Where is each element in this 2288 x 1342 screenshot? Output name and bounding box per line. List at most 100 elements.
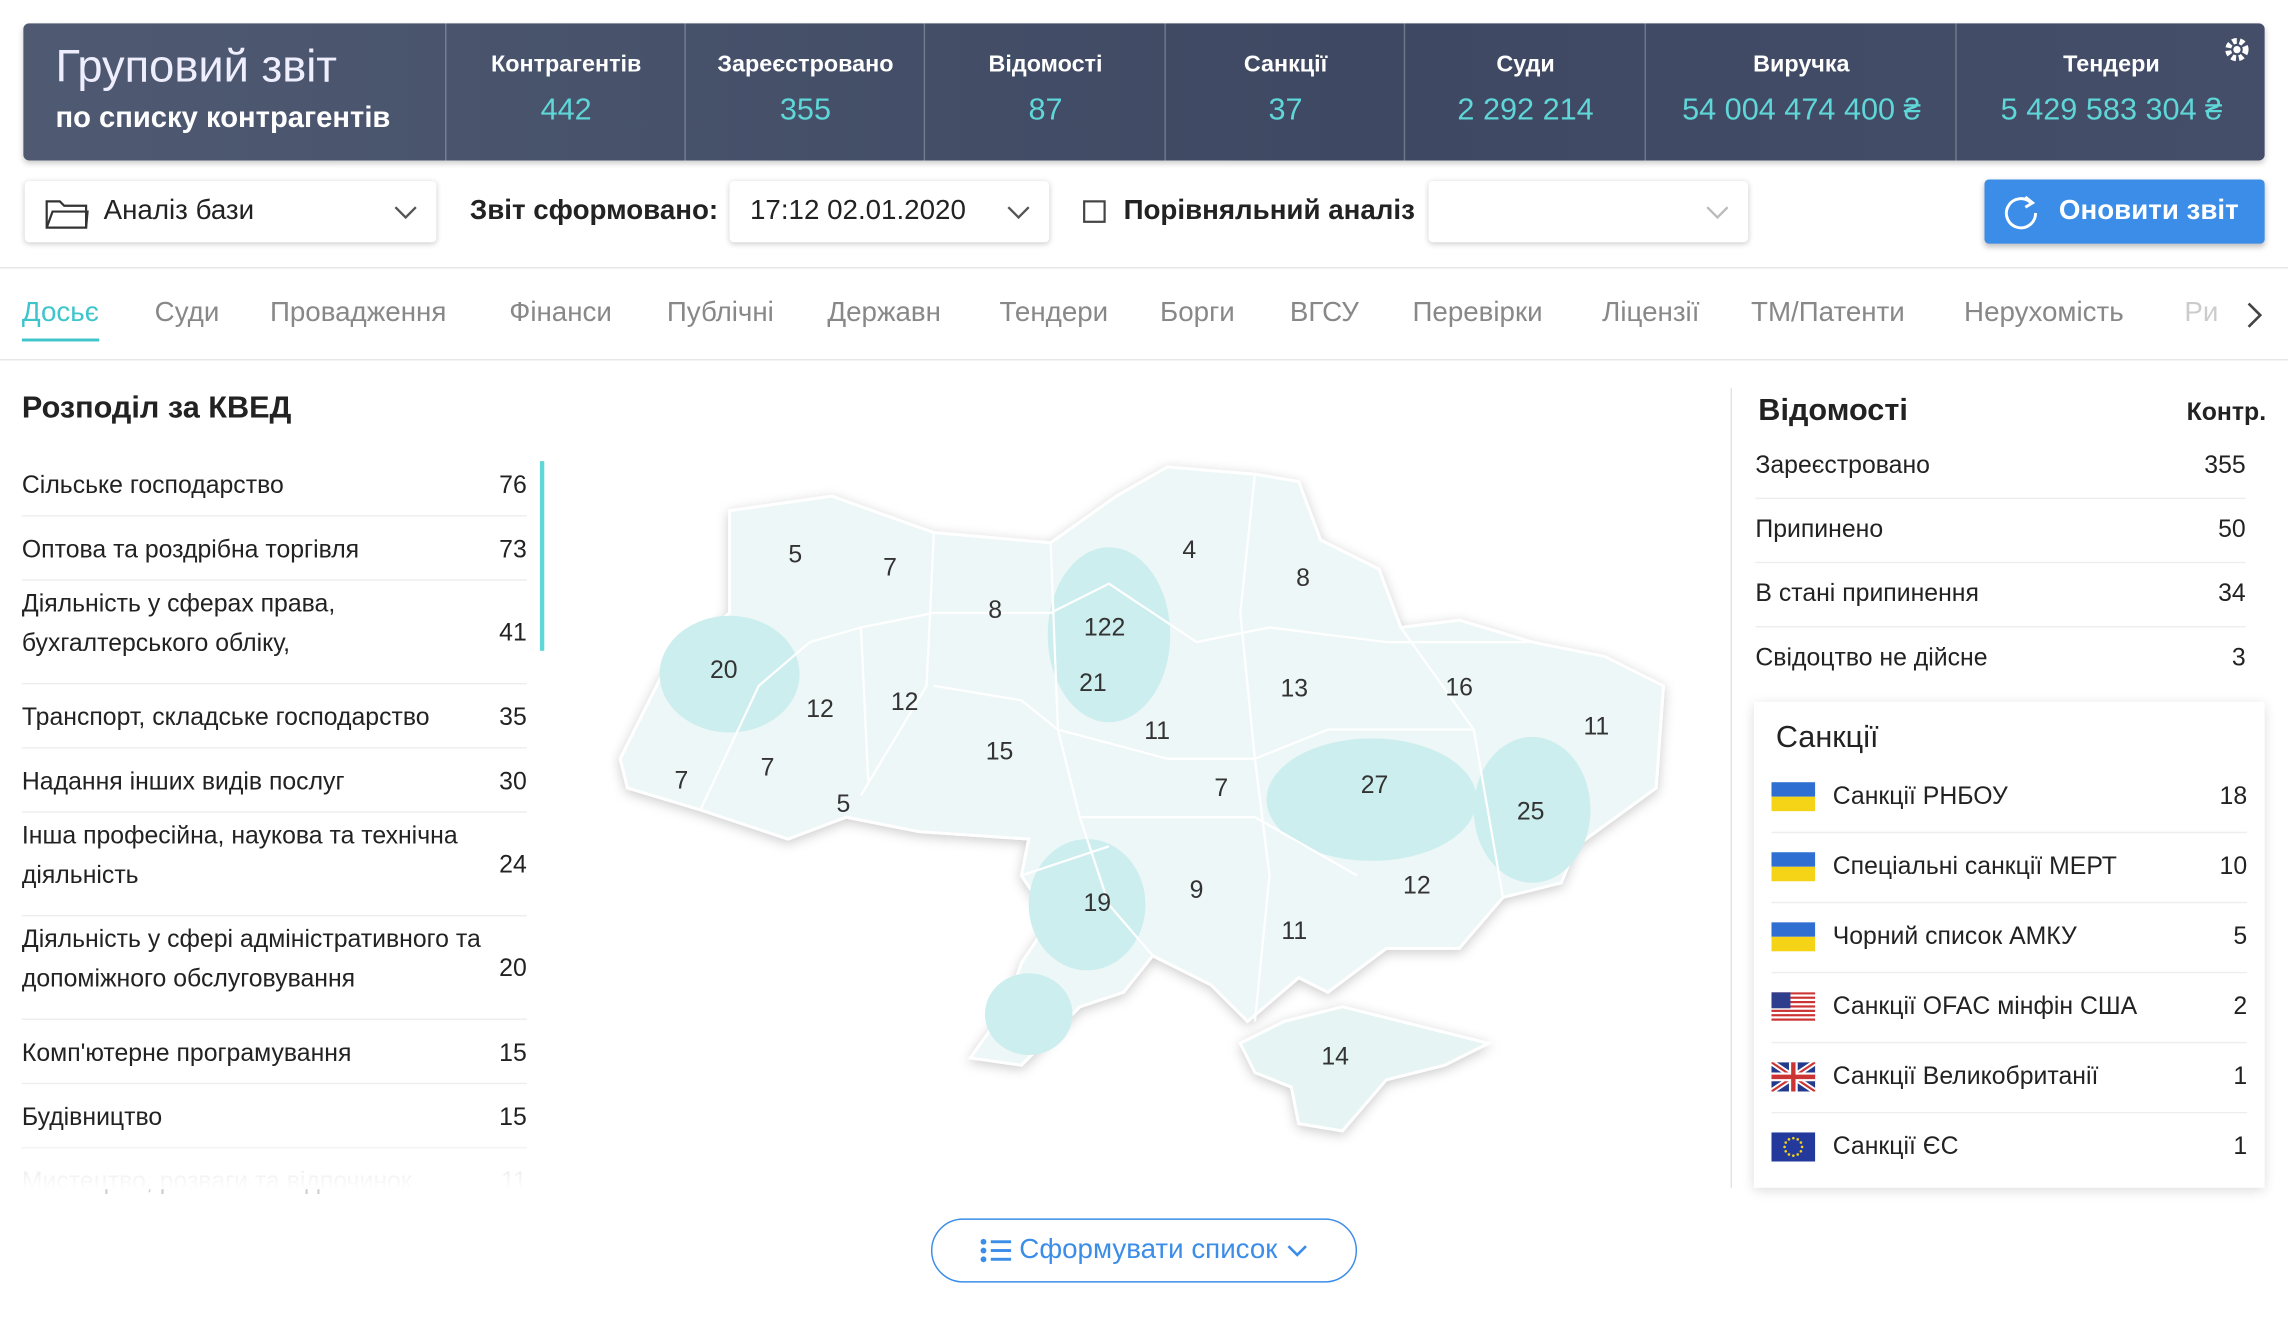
list-button[interactable]: Сформувати список (930, 1218, 1358, 1283)
region-highlight (659, 615, 800, 733)
stat-value: 37 (1268, 93, 1303, 127)
stat-value: 54 004 474 400 ₴ (1682, 93, 1921, 127)
vidomosti-row: В стані припинення 34 (1755, 562, 2246, 628)
sanction-value: 18 (2219, 782, 2248, 810)
sanction-value: 1 (2233, 1062, 2248, 1091)
region-value: 5 (788, 541, 802, 568)
kved-value: 76 (499, 470, 527, 499)
region-value: 27 (1361, 772, 1389, 799)
list-label: Сформувати список (1019, 1234, 1278, 1266)
row-label: Свідоцтво не дійсне (1755, 643, 1988, 672)
tab[interactable]: Провадження (269, 297, 447, 329)
stat-value: 87 (1028, 93, 1063, 127)
flag (1771, 782, 1816, 812)
kved-row: Інша професійна, наукова та технічна дія… (21, 813, 527, 917)
tab[interactable]: Державн (827, 297, 941, 329)
region-highlight (1047, 547, 1171, 723)
tab[interactable]: Публічні (666, 297, 774, 329)
region-value: 11 (1144, 718, 1170, 745)
tab[interactable]: Борги (1160, 297, 1235, 329)
kved-label: Сільське господарство (21, 471, 284, 500)
region-highlight (984, 973, 1073, 1055)
sanction-row: Санкції РНБОУ 18 (1771, 762, 2248, 834)
tab[interactable]: Перевірки (1412, 297, 1543, 329)
tab[interactable]: Ліцензії (1602, 297, 1700, 329)
fade (0, 1130, 555, 1190)
sanction-row: Чорний список АМКУ 5 (1771, 902, 2248, 974)
right-panel: Відомості Контр. Зареєстровано 355 Припине… (1730, 388, 2266, 1188)
region-value: 13 (1280, 676, 1308, 703)
sanction-label: Санкції РНБОУ (1832, 782, 2008, 810)
title: Груповий звіт (55, 40, 338, 92)
tab[interactable]: ТМ/Патенти (1751, 297, 1905, 329)
sanction-row: Спеціальні санкції МЕРТ 10 (1771, 832, 2248, 904)
kved-label: Будівництво (21, 1103, 163, 1131)
tab[interactable]: Тендери (999, 297, 1109, 329)
kved-value: 41 (499, 618, 527, 647)
flag (1771, 1132, 1816, 1162)
kved-row: Оптова та роздрібна торгівля 73 (21, 517, 527, 581)
sanction-label: Санкції ЄС (1832, 1132, 1959, 1161)
tab[interactable]: Досьє (21, 298, 99, 342)
kved-label: Інша професійна, наукова та технічна дія… (21, 821, 458, 889)
region-value: 11 (1281, 918, 1307, 945)
region-value: 16 (1445, 674, 1473, 701)
settings-icon[interactable] (2224, 36, 2250, 62)
tab[interactable]: Ри (2184, 297, 2219, 329)
sanction-value: 2 (2233, 992, 2248, 1020)
stat: Тендери 5 429 583 304 ₴ (1955, 23, 2266, 161)
sanctions-title: Санкції (1775, 720, 1879, 755)
sanction-row: Санкції ЄС 1 (1771, 1112, 2247, 1182)
stat-label: Тендери (2063, 52, 2160, 78)
chevron (1007, 206, 1030, 220)
crimea-outline (1238, 1005, 1493, 1133)
sanction-label: Чорний список АМКУ (1832, 922, 2077, 950)
stat-label: Виручка (1753, 52, 1850, 78)
refresh-icon (2004, 195, 2038, 230)
folder-icon (45, 200, 89, 229)
stat-value: 355 (779, 93, 832, 127)
row-label: Припинено (1755, 515, 1884, 543)
sanction-row: Санкції OFAC мінфін США 2 (1771, 972, 2248, 1044)
tabs-next[interactable] (2244, 301, 2264, 330)
region-highlight (1028, 839, 1146, 971)
tab[interactable]: Суди (154, 297, 220, 329)
kved-row: Діяльність у сфері адміністративного та … (21, 916, 527, 1020)
row-label: Зареєстровано (1755, 450, 1930, 479)
stat-label: Суди (1496, 52, 1555, 78)
kved-row: Надання інших видів послуг 30 (21, 749, 527, 813)
region-value: 9 (1190, 877, 1204, 904)
refresh-button[interactable]: Оновити звіт (1984, 179, 2265, 244)
compare-label: Порівняльний аналіз (1123, 195, 1415, 227)
region-value: 12 (806, 696, 834, 723)
scrollbar (539, 461, 545, 651)
region-value: 7 (761, 755, 775, 782)
base-label: Аналіз бази (103, 195, 255, 227)
stat-value: 5 429 583 304 ₴ (2000, 93, 2223, 127)
kved-label: Транспорт, складське господарство (21, 703, 430, 732)
sanction-value: 5 (2233, 922, 2248, 950)
region-value: 8 (988, 597, 1002, 624)
kved-row: Діяльність у сферах права, бухгалтерсько… (21, 581, 527, 685)
stat-label: Санкції (1243, 52, 1328, 78)
chevron (1288, 1245, 1308, 1257)
kved-row: Транспорт, складське господарство 35 (21, 684, 527, 749)
kved-value: 73 (499, 534, 527, 563)
tab[interactable]: Нерухомість (1964, 297, 2124, 329)
tab[interactable]: ВГСУ (1289, 297, 1359, 329)
stat: Контрагентів 442 (445, 23, 686, 161)
vidomosti-row: Свідоцтво не дійсне 3 (1755, 626, 2245, 690)
tab[interactable]: Фінанси (509, 297, 612, 329)
sanctions-card: Санкції Санкції РНБОУ 18 Спеціальні санкці… (1753, 701, 2265, 1188)
stat-value: 442 (540, 93, 592, 127)
date-dropdown[interactable]: 17:12 02.01.2020 (729, 180, 1050, 243)
row-value: 34 (2218, 579, 2246, 608)
checkbox[interactable] (1083, 200, 1106, 223)
base-dropdown[interactable]: Аналіз бази (24, 180, 437, 243)
sanction-value: 10 (2219, 852, 2248, 880)
compare-dropdown[interactable] (1428, 180, 1749, 243)
kved-title: Розподіл за КВЕД (21, 391, 292, 425)
flag (1771, 992, 1816, 1022)
region-value: 14 (1321, 1043, 1349, 1070)
